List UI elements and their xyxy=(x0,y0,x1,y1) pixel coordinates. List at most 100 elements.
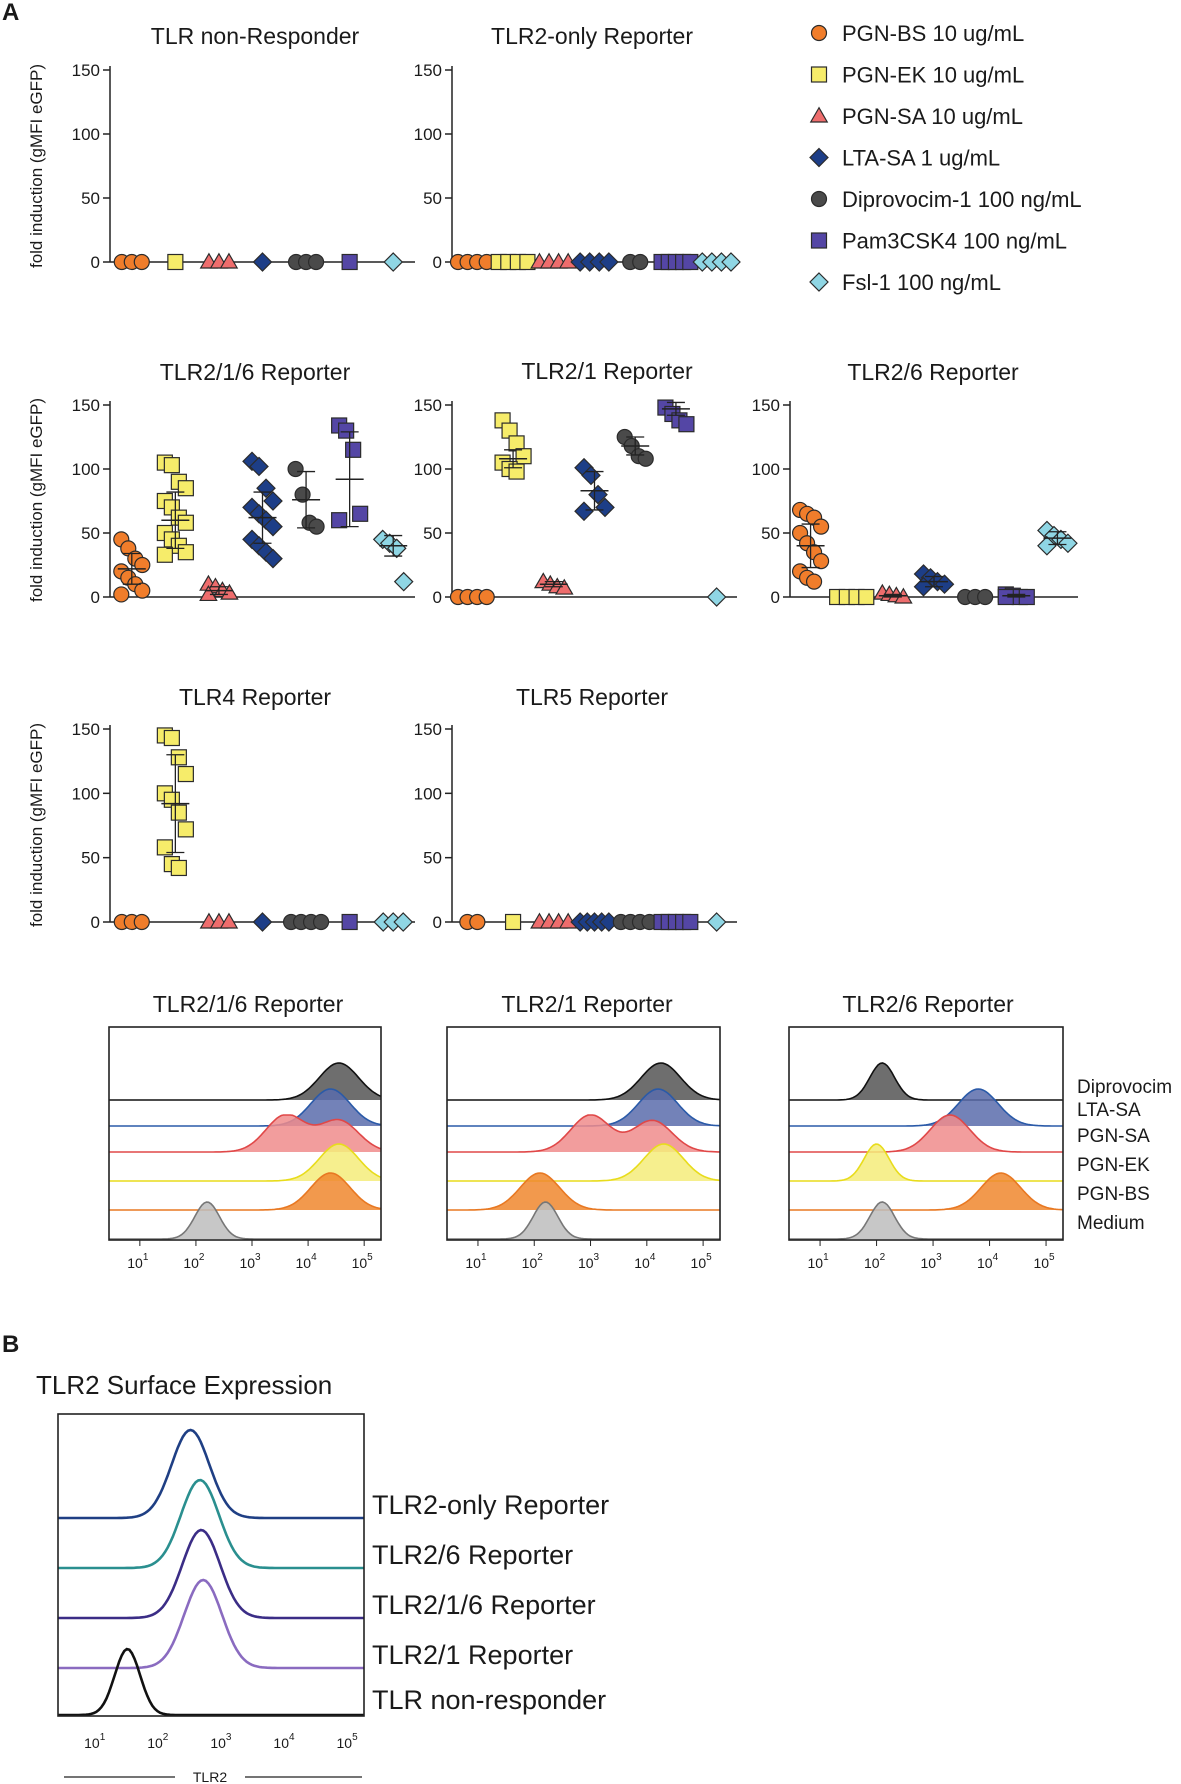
histogram-curve xyxy=(447,1062,721,1101)
y-tick-label: 100 xyxy=(752,460,780,479)
group-lta-sa xyxy=(570,252,619,272)
group-fsl-1 xyxy=(692,252,741,272)
chart-title: TLR2-only Reporter xyxy=(491,23,693,49)
y-tick-label: 150 xyxy=(414,61,442,80)
histogram-fill xyxy=(109,1063,381,1100)
chart-title: TLR4 Reporter xyxy=(179,684,331,710)
data-point xyxy=(393,571,414,592)
legend-label: LTA-SA 1 ug/mL xyxy=(842,146,1000,171)
x-tick-label: 101 xyxy=(808,1252,830,1271)
data-point xyxy=(134,556,151,574)
x-tick-label: 105 xyxy=(1033,1252,1055,1271)
tlr2-title: TLR2 Surface Expression xyxy=(36,1370,332,1400)
group-lta-sa xyxy=(252,252,273,272)
histogram-fill xyxy=(109,1173,381,1210)
tick-base: 10 xyxy=(808,1255,824,1271)
tick-base: 10 xyxy=(1033,1255,1049,1271)
legend-item-pgn-ek: PGN-EK 10 ug/mL xyxy=(810,63,1024,88)
x-tick-label: 105 xyxy=(691,1252,713,1271)
tick-base: 10 xyxy=(127,1255,143,1271)
track-label-lta-sa: LTA-SA xyxy=(1077,1100,1141,1121)
tick-base: 10 xyxy=(337,1735,353,1751)
surface-label: TLR2/1/6 Reporter xyxy=(372,1590,596,1620)
group-pgn-ek xyxy=(504,913,522,931)
legend-marker xyxy=(810,232,828,249)
group-fsl-1 xyxy=(383,252,404,272)
group-fsl-1 xyxy=(706,587,727,607)
data-point xyxy=(312,913,330,931)
data-point xyxy=(393,912,414,932)
scatter-chart-tlr-non-responder: TLR non-Responder fold induction (gMFI eG… xyxy=(27,23,415,272)
histogram-title: TLR2/6 Reporter xyxy=(842,991,1014,1017)
tick-base: 10 xyxy=(691,1255,707,1271)
data-point xyxy=(177,514,194,531)
y-tick-label: 0 xyxy=(433,913,442,932)
data-point xyxy=(632,253,649,271)
histogram-curve xyxy=(789,1114,1063,1153)
group-lta-sa xyxy=(570,912,619,932)
data-point xyxy=(133,253,150,271)
tick-base: 10 xyxy=(920,1255,936,1271)
tick-exponent: 5 xyxy=(352,1732,358,1743)
data-point xyxy=(263,491,283,511)
group-pgn-sa xyxy=(199,912,239,929)
histogram-fill xyxy=(109,1144,381,1181)
y-axis-label: fold induction (gMFI eGFP) xyxy=(27,723,46,927)
data-point xyxy=(170,804,187,821)
panel-label-a: A xyxy=(2,0,19,26)
tick-exponent: 1 xyxy=(143,1252,149,1263)
x-axis-label: TLR2 xyxy=(193,1769,227,1784)
y-tick-label: 150 xyxy=(752,396,780,415)
group-pgn-bs xyxy=(791,501,830,590)
legend-label: Diprovocim-1 100 ng/mL xyxy=(842,187,1082,212)
data-point xyxy=(263,548,283,569)
data-point xyxy=(177,821,194,838)
group-pgn-sa xyxy=(199,252,239,269)
tick-base: 10 xyxy=(465,1255,481,1271)
legend-label: PGN-BS 10 ug/mL xyxy=(842,21,1024,46)
tick-base: 10 xyxy=(296,1255,312,1271)
scatter-plots: TLR non-Responder fold induction (gMFI eG… xyxy=(27,23,1078,932)
tick-exponent: 3 xyxy=(255,1252,261,1263)
histogram-curve xyxy=(447,1172,720,1211)
tick-base: 10 xyxy=(352,1255,368,1271)
data-point xyxy=(113,586,130,603)
group-fsl-1 xyxy=(706,912,727,932)
data-point xyxy=(706,912,727,932)
tick-base: 10 xyxy=(183,1255,199,1271)
data-point xyxy=(156,546,173,563)
histogram-fill xyxy=(447,1089,720,1126)
panel-label-b: B xyxy=(2,1331,19,1358)
group-diprovocim-1 xyxy=(612,913,658,931)
histogram-curve xyxy=(109,1114,382,1153)
data-point xyxy=(682,913,699,931)
group-pam3csk4 xyxy=(997,586,1035,606)
group-fsl-1 xyxy=(372,529,414,592)
data-point xyxy=(812,553,830,570)
group-pam3csk4 xyxy=(653,253,699,271)
histogram-title: TLR2/1 Reporter xyxy=(501,991,673,1017)
histogram-fill xyxy=(109,1115,381,1152)
surface-curve xyxy=(58,1528,364,1620)
legend-marker xyxy=(809,106,829,123)
data-point xyxy=(177,544,194,561)
tick-exponent: 5 xyxy=(706,1252,712,1263)
track-label-diprovocim: Diprovocim xyxy=(1077,1077,1172,1098)
data-point xyxy=(177,765,194,783)
tick-base: 10 xyxy=(210,1735,226,1751)
data-point xyxy=(812,518,830,535)
group-pgn-ek xyxy=(156,454,194,563)
track-label-pgn-sa: PGN-SA xyxy=(1077,1126,1150,1147)
y-tick-label: 150 xyxy=(414,720,442,739)
x-tick-label: 101 xyxy=(127,1252,149,1271)
scatter-chart-tlr4: TLR4 Reporter fold induction (gMFI eGFP) 0… xyxy=(27,684,415,932)
data-point xyxy=(508,463,525,480)
tick-base: 10 xyxy=(864,1255,880,1271)
y-tick-label: 0 xyxy=(771,588,780,607)
y-tick-label: 50 xyxy=(423,849,442,868)
tick-exponent: 3 xyxy=(594,1252,600,1263)
group-pgn-sa xyxy=(533,572,574,595)
